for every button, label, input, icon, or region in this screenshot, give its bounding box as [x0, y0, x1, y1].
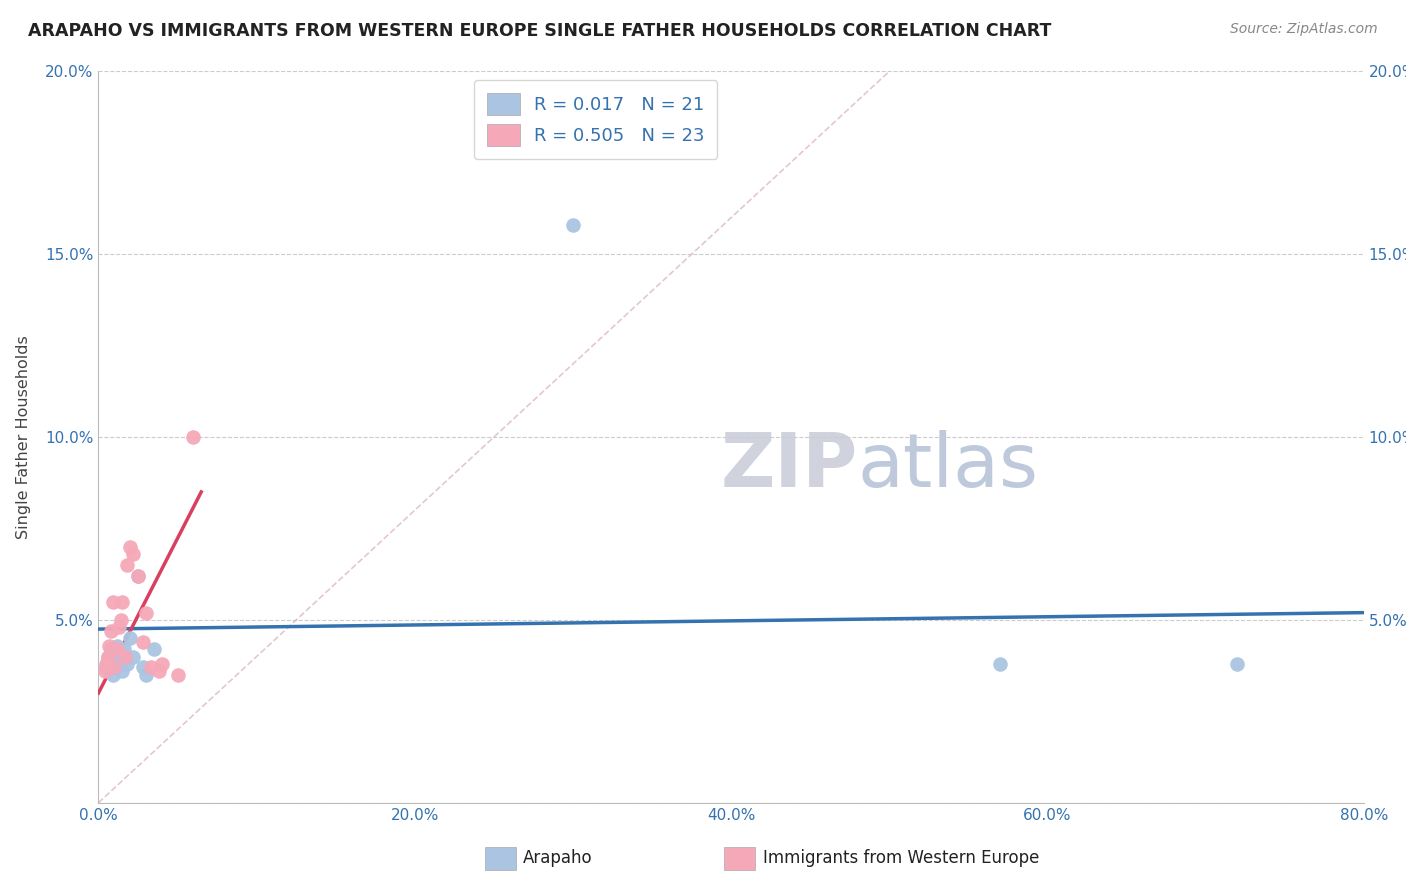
Point	[100, 624, 122, 638]
Point	[112, 642, 135, 657]
Point	[96, 660, 118, 674]
Text: Source: ZipAtlas.com: Source: ZipAtlas.com	[1230, 22, 1378, 37]
Point	[96, 657, 118, 671]
Point	[97, 649, 120, 664]
Point	[135, 606, 157, 620]
Point	[107, 642, 129, 657]
Point	[120, 540, 141, 554]
Point	[1226, 657, 1249, 671]
Point	[148, 664, 170, 678]
Point	[114, 649, 136, 664]
Legend: R = 0.017   N = 21, R = 0.505   N = 23: R = 0.017 N = 21, R = 0.505 N = 23	[474, 80, 717, 159]
Point	[108, 620, 131, 634]
Text: Arapaho: Arapaho	[523, 849, 593, 867]
Text: atlas: atlas	[858, 430, 1039, 503]
Text: ARAPAHO VS IMMIGRANTS FROM WESTERN EUROPE SINGLE FATHER HOUSEHOLDS CORRELATION C: ARAPAHO VS IMMIGRANTS FROM WESTERN EUROP…	[28, 22, 1052, 40]
Point	[111, 664, 134, 678]
Text: ZIP: ZIP	[720, 430, 858, 503]
Point	[139, 660, 162, 674]
Point	[132, 635, 155, 649]
Point	[111, 594, 134, 608]
Point	[122, 547, 145, 561]
Point	[97, 649, 120, 664]
Point	[135, 667, 157, 681]
Point	[122, 649, 145, 664]
Point	[561, 218, 585, 232]
Point	[127, 569, 149, 583]
Point	[103, 660, 125, 674]
Point	[132, 660, 155, 674]
Y-axis label: Single Father Households: Single Father Households	[17, 335, 31, 539]
Point	[104, 660, 127, 674]
Point	[108, 653, 131, 667]
Point	[166, 667, 188, 681]
Point	[101, 594, 124, 608]
Point	[115, 657, 138, 671]
Point	[183, 430, 205, 444]
Point	[107, 639, 129, 653]
Point	[120, 632, 141, 646]
Point	[127, 569, 149, 583]
Point	[101, 667, 124, 681]
Point	[988, 657, 1011, 671]
Point	[98, 639, 121, 653]
Point	[103, 649, 125, 664]
Point	[142, 642, 165, 657]
Point	[93, 664, 117, 678]
Point	[115, 558, 138, 573]
Point	[110, 613, 132, 627]
Point	[98, 657, 121, 671]
Text: Immigrants from Western Europe: Immigrants from Western Europe	[763, 849, 1040, 867]
Point	[100, 642, 122, 657]
Point	[150, 657, 173, 671]
